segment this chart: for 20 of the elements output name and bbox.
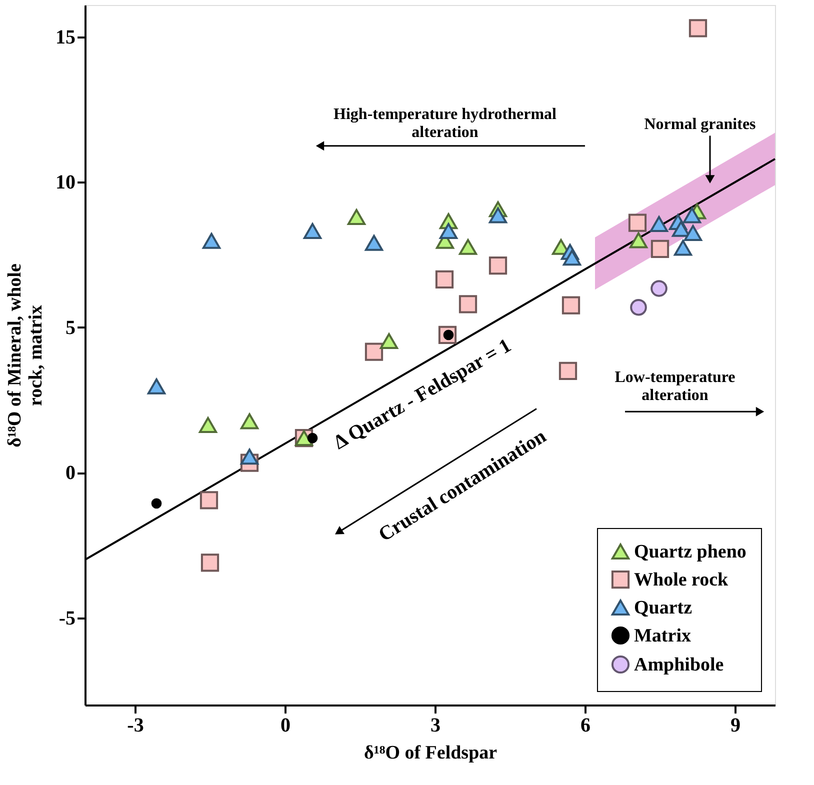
legend-label: Matrix <box>634 626 692 646</box>
annotation: Normal granites <box>644 116 756 134</box>
x-tick-label: 0 <box>280 714 290 736</box>
x-tick-label: -3 <box>127 714 144 736</box>
y-tick-label: 0 <box>66 462 76 484</box>
x-tick-label: 6 <box>580 714 590 736</box>
legend-label: Whole rock <box>634 570 729 590</box>
legend-label: Quartz <box>634 598 693 618</box>
x-tick-label: 3 <box>430 714 440 736</box>
y-tick-label: 10 <box>56 172 76 194</box>
x-axis-title: δ¹⁸O of Feldspar <box>364 742 498 764</box>
annotation: High-temperature hydrothermal alteration <box>334 106 558 141</box>
x-tick-label: 9 <box>730 714 740 736</box>
y-tick-label: 15 <box>56 26 76 48</box>
y-tick-label: 5 <box>66 316 76 339</box>
y-tick-label: -5 <box>58 607 76 630</box>
y-axis-title: δ¹⁸O of Mineral, whole rock, matrix <box>4 264 46 448</box>
annotation: Low-temperature alteration <box>614 368 736 404</box>
legend-label: Quartz pheno <box>634 542 746 562</box>
legend-label: Amphibole <box>634 654 724 676</box>
